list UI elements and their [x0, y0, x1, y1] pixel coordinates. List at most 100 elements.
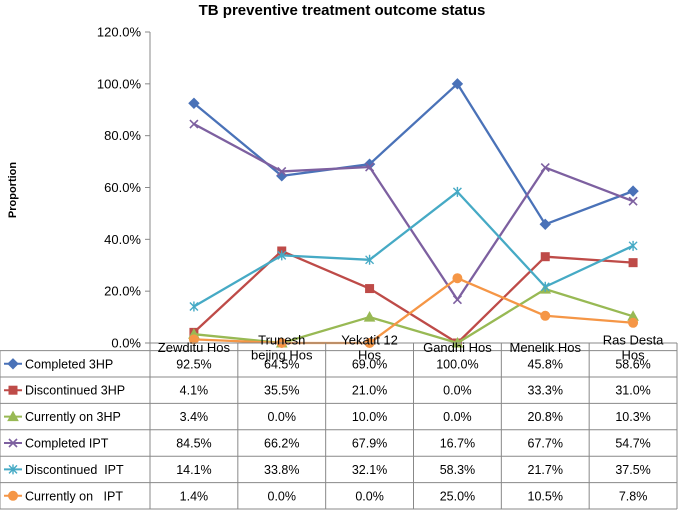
data-point: [627, 185, 639, 197]
legend-marker: [8, 490, 18, 501]
y-tick-label: 80.0%: [104, 128, 141, 143]
data-point: [363, 311, 376, 322]
category-label: Menelik Hos: [509, 340, 581, 355]
table-cell: 1.4%: [180, 489, 209, 503]
category-label: bejing Hos: [251, 347, 313, 362]
y-tick-label: 100.0%: [97, 76, 142, 91]
table-cell: 35.5%: [264, 384, 299, 398]
table-cell: 0.0%: [268, 410, 297, 424]
table-cell: 10.3%: [615, 410, 650, 424]
table-cell: 84.5%: [176, 437, 211, 451]
table-cell: 4.1%: [180, 384, 209, 398]
legend-entry: Currently on 3HP: [4, 410, 121, 424]
data-point: [452, 295, 462, 305]
data-point: [628, 258, 638, 268]
data-point: [189, 301, 199, 312]
legend-label: Currently on IPT: [25, 489, 123, 503]
legend-label: Completed IPT: [25, 437, 109, 451]
table-cell: 67.7%: [528, 437, 563, 451]
series-line: [193, 122, 634, 301]
table-cell: 31.0%: [615, 384, 650, 398]
legend-entry: Currently on IPT: [4, 489, 123, 503]
data-point: [540, 281, 550, 292]
table-cell: 33.8%: [264, 463, 299, 477]
table-cell: 32.1%: [352, 463, 387, 477]
category-label: Zewditu Hos: [158, 340, 231, 355]
category-label: Ras Desta: [603, 332, 664, 347]
series-line: [193, 277, 634, 345]
table-cell: 0.0%: [355, 489, 384, 503]
data-point: [365, 162, 375, 172]
table-cell: 10.0%: [352, 410, 387, 424]
category-label: Hos: [358, 347, 382, 362]
data-point: [540, 252, 550, 262]
series-line: [193, 190, 634, 308]
legend-label: Discontinued IPT: [25, 463, 124, 477]
data-point: [539, 218, 551, 231]
table-cell: 21.0%: [352, 384, 387, 398]
series-3: [189, 119, 638, 305]
table-cell: 3.4%: [180, 410, 209, 424]
y-tick-label: 40.0%: [104, 232, 141, 247]
table-cell: 21.7%: [528, 463, 563, 477]
table-cell: 0.0%: [443, 384, 472, 398]
data-point: [188, 97, 200, 109]
series-layer: [188, 78, 639, 348]
table-cell: 58.3%: [440, 463, 475, 477]
legend-entry: Discontinued IPT: [4, 463, 124, 477]
table-cell: 33.3%: [528, 384, 563, 398]
table-cell: 58.6%: [615, 357, 650, 371]
category-label: Yekatit 12: [341, 332, 398, 347]
data-point: [628, 317, 639, 328]
y-tick-label: 0.0%: [111, 336, 141, 351]
series-4: [189, 186, 638, 312]
y-tick-label: 120.0%: [97, 25, 142, 40]
legend-entry: Discontinued 3HP: [4, 384, 125, 398]
chart-title: TB preventive treatment outcome status: [199, 2, 486, 19]
table-cell: 7.8%: [619, 489, 648, 503]
y-tick-label: 20.0%: [104, 284, 141, 299]
data-point: [540, 310, 551, 321]
data-point: [277, 250, 287, 261]
y-axis-label: Proportion: [7, 162, 19, 218]
data-point: [452, 273, 463, 284]
table-cell: 45.8%: [528, 357, 563, 371]
legend-marker: [7, 358, 19, 370]
legend-entry: Completed 3HP: [4, 357, 113, 371]
series-line: [193, 82, 634, 226]
table-cell: 67.9%: [352, 437, 387, 451]
legend-label: Discontinued 3HP: [25, 384, 125, 398]
table-cell: 54.7%: [615, 437, 650, 451]
legend-marker: [8, 464, 18, 475]
legend-label: Completed 3HP: [25, 357, 113, 371]
category-label: Hos: [622, 347, 646, 362]
table-cell: 37.5%: [615, 463, 650, 477]
data-point: [628, 240, 638, 251]
data-point: [277, 166, 287, 176]
table-cell: 10.5%: [528, 489, 563, 503]
category-label: Trunesh: [258, 332, 305, 347]
data-point: [452, 186, 462, 197]
legend-marker: [7, 410, 19, 422]
table-cell: 100.0%: [436, 357, 478, 371]
data-point: [451, 78, 464, 90]
table-cell: 69.0%: [352, 357, 387, 371]
table-cell: 20.8%: [528, 410, 563, 424]
table-cell: 16.7%: [440, 437, 475, 451]
table-cell: 0.0%: [443, 410, 472, 424]
data-point: [540, 162, 550, 173]
data-point: [189, 119, 199, 129]
y-tick-label: 60.0%: [104, 180, 141, 195]
data-point: [365, 284, 375, 294]
data-point: [188, 334, 199, 345]
table-cell: 25.0%: [440, 489, 475, 503]
series-5: [188, 273, 639, 348]
legend-entry: Completed IPT: [4, 437, 109, 451]
legend-label: Currently on 3HP: [25, 410, 121, 424]
data-point: [628, 196, 638, 206]
data-point: [365, 254, 375, 265]
legend-marker: [8, 385, 18, 395]
table-cell: 14.1%: [176, 463, 211, 477]
